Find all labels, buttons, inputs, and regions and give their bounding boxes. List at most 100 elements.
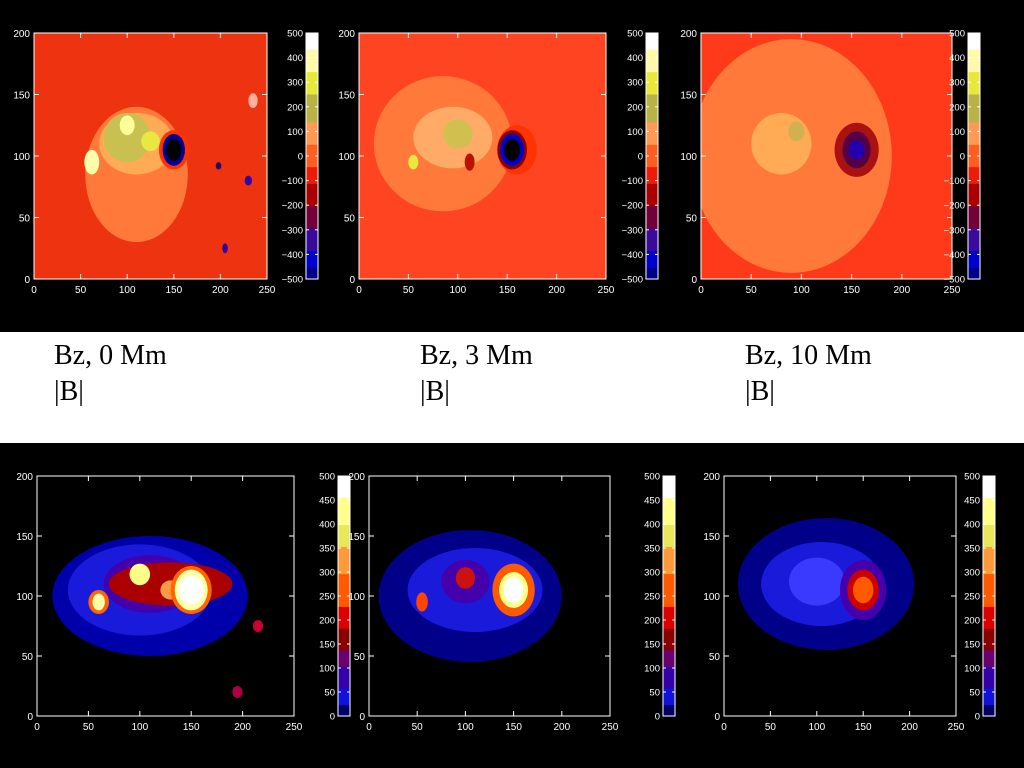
colorbar-tick-label: −100 [944,176,965,187]
colorbar-segment [646,223,658,230]
colorbar-segment [338,525,350,532]
colorbar-segment [663,546,675,553]
field-blob [503,576,524,604]
x-tick-label: 200 [893,285,910,296]
colorbar-tick-label: 500 [319,472,335,483]
colorbar-segment [983,628,995,635]
colorbar-tick-label: −200 [282,201,303,212]
colorbar-tick-label: 500 [644,472,660,483]
colorbar-segment [338,634,350,641]
colorbar-segment [306,245,318,252]
colorbar-segment [646,111,658,118]
colorbar-segment [646,150,658,157]
colorbar-tick-label: −500 [622,275,643,286]
colorbar-segment [968,223,980,230]
y-tick-label: 200 [703,472,720,483]
colorbar-tick-label: 300 [287,78,303,89]
colorbar-segment [968,133,980,140]
colorbar-segment [338,568,350,575]
colorbar-tick-label: 350 [644,544,660,555]
field-blob [84,149,100,175]
colorbar-segment [983,492,995,499]
colorbar-segment [663,683,675,690]
colorbar-segment [646,44,658,51]
colorbar-segment [306,55,318,62]
colorbar-segment [663,536,675,543]
field-blob [408,154,419,170]
colorbar-segment [968,94,980,101]
field-blob [103,112,151,163]
colorbar-tick-label: 250 [319,592,335,603]
colorbar-tick-label: 500 [949,29,965,40]
colorbar-segment [646,206,658,213]
colorbar-segment [968,77,980,84]
x-tick-label: 50 [412,722,424,733]
colorbar-segment [983,514,995,521]
caption-bz-10mm: Bz, 10 Mm [745,340,872,371]
colorbar-segment [983,503,995,510]
colorbar-segment [983,508,995,515]
colorbar-segment [338,705,350,712]
x-tick-label: 0 [721,722,727,733]
colorbar-segment [663,688,675,695]
colorbar-segment [663,519,675,526]
colorbar-segment [338,639,350,646]
colorbar-tick-label: 100 [644,664,660,675]
colorbar-segment [968,100,980,107]
colorbar-segment [646,55,658,62]
colorbar-segment [663,590,675,597]
colorbar-segment [646,239,658,247]
colorbar-segment [338,508,350,515]
colorbar-tick-label: 0 [330,712,335,723]
colorbar-tick-label: 200 [644,616,660,627]
colorbar-segment [663,612,675,619]
colorbar-tick-label: 0 [960,152,965,163]
field-blob [129,563,151,586]
colorbar-segment [646,267,658,275]
colorbar-segment [306,251,318,258]
colorbar-segment [983,688,995,695]
colorbar-segment [306,128,318,135]
bz-map-3mm: 0 50 100 150 200 250 0 50 100 150 200 500 400 300 200 1… [338,29,659,296]
colorbar-segment [663,661,675,668]
caption-bz-3mm: Bz, 3 Mm [420,340,533,371]
colorbar-segment [306,183,318,191]
colorbar-segment [338,546,350,553]
caption-b-0mm: |B| [54,376,84,407]
x-tick-label: 200 [901,722,918,733]
x-tick-label: 100 [793,285,810,296]
colorbar-segment [968,72,980,79]
colorbar-segment [968,139,980,146]
colorbar-segment [983,677,995,684]
colorbar-segment [663,568,675,575]
colorbar-tick-label: 50 [324,688,335,699]
x-tick-label: 150 [165,285,182,296]
colorbar-segment [338,557,350,564]
colorbar-segment [983,579,995,586]
colorbar-tick-label: 450 [319,496,335,507]
colorbar-segment [968,245,980,252]
colorbar-segment [983,666,995,673]
y-tick-label: 150 [16,532,33,543]
colorbar-segment [338,492,350,499]
colorbar-segment [968,256,980,263]
colorbar-segment [338,699,350,706]
colorbar-segment [306,228,318,235]
colorbar-segment [983,661,995,668]
colorbar-segment [983,590,995,597]
colorbar-segment [983,476,995,483]
colorbar-segment [663,639,675,646]
colorbar-tick-label: 150 [319,640,335,651]
colorbar-segment [306,83,318,90]
colorbar-segment [646,133,658,140]
colorbar-segment [646,234,658,241]
colorbar-segment [306,156,318,163]
colorbar-segment [663,705,675,712]
x-tick-label: 200 [234,722,251,733]
field-blob [141,131,160,152]
colorbar-segment [968,195,980,202]
colorbar-segment [983,650,995,657]
colorbar-segment [338,628,350,635]
x-tick-label: 250 [598,285,615,296]
colorbar-segment [646,167,658,174]
